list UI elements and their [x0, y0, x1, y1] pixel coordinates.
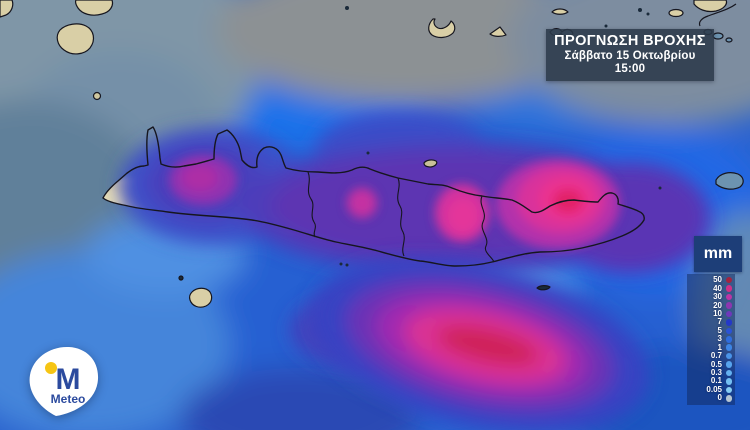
legend-color-dot [725, 276, 732, 284]
legend-value: 7 [717, 317, 722, 327]
islands [0, 0, 744, 308]
logo-sun-icon [45, 362, 57, 374]
legend-entry: 10 [690, 308, 732, 318]
island-top-left [75, 0, 114, 16]
logo-monogram: M [56, 363, 81, 396]
legend-value: 1 [717, 342, 722, 352]
legend-value: 0.5 [710, 359, 722, 369]
logo-brand: Meteo [51, 392, 86, 406]
legend-value: 0.1 [710, 376, 722, 386]
legend-color-dot [725, 395, 732, 402]
legend-rows: 50 40 30 20 10 7 5 3 1 0.7 0.5 0.3 0.1 0.05 0 [690, 276, 732, 403]
legend-value: 0.7 [710, 351, 722, 361]
islet-group-east [551, 8, 569, 15]
legend-color-dot [725, 293, 732, 301]
legend-entry: 20 [690, 301, 732, 309]
island-milos [56, 23, 95, 55]
legend-value: 20 [713, 300, 722, 310]
islet-christiana [92, 91, 102, 101]
legend-value: 40 [713, 283, 722, 293]
island-gavdos [189, 287, 213, 308]
legend-entry: 0.5 [690, 360, 732, 368]
rain-cores-crete [169, 155, 620, 249]
legend-color-dot [725, 302, 732, 309]
meteo-logo: M Meteo [29, 346, 99, 416]
legend-color-dot [725, 378, 732, 385]
legend-value: 10 [713, 308, 722, 318]
forecast-datetime: Σάββατο 15 Οκτωβρίου 15:00 [564, 50, 696, 75]
legend-entry: 40 [690, 284, 732, 292]
legend-entry: 0.3 [690, 369, 732, 377]
legend-scale: 50 40 30 20 10 7 5 3 1 0.7 0.5 0.3 0.1 0.05 0 [687, 274, 735, 405]
islet-dots [339, 6, 662, 267]
island-anafi [489, 26, 507, 37]
legend-entry: 50 [690, 276, 732, 284]
legend-color-dot [725, 327, 732, 335]
legend-value: 0.3 [710, 368, 722, 378]
legend-entry: 3 [690, 335, 732, 343]
legend-unit-label: mm [694, 236, 742, 272]
legend-entry: 0.05 [690, 384, 732, 394]
coast-rhodes [698, 3, 737, 27]
legend-entry: 7 [690, 318, 732, 326]
legend-entry: 0.1 [690, 377, 732, 385]
legend-entry: 30 [690, 293, 732, 301]
legend-value: 0.05 [706, 384, 722, 394]
prefecture-borders [307, 171, 495, 263]
island-kasos [715, 172, 744, 190]
legend-color-dot [725, 336, 732, 343]
legend-color-dot [725, 344, 732, 351]
coastlines [102, 126, 645, 267]
legend-entry: 1 [690, 342, 732, 352]
legend-color-dot [725, 310, 732, 318]
legend-entry: 5 [690, 325, 732, 335]
legend-value: 5 [717, 325, 722, 335]
crete-coastline [102, 126, 645, 267]
legend-color-dot [725, 352, 732, 360]
legend-color-dot [725, 319, 732, 326]
islet-tan-small [668, 8, 684, 18]
legend-value: 50 [713, 275, 722, 285]
islet-gavdopoula [178, 275, 184, 281]
island-dia [423, 159, 438, 168]
forecast-title: ΠΡΟΓΝΩΣΗ ΒΡΟΧΗΣ [554, 33, 706, 49]
legend-entry: 0 [690, 394, 732, 402]
forecast-title-box: ΠΡΟΓΝΩΣΗ ΒΡΟΧΗΣ Σάββατο 15 Οκτωβρίου 15:… [546, 29, 714, 81]
legend-entry: 0.7 [690, 352, 732, 360]
legend-value: 30 [713, 292, 722, 302]
island-santorini [428, 18, 456, 39]
island-top-right [693, 0, 728, 13]
legend-color-dot [725, 386, 732, 394]
island-chrysi [536, 285, 551, 291]
island-corner [0, 0, 14, 18]
legend-value: 3 [717, 334, 722, 344]
legend-color-dot [725, 285, 732, 292]
rain-cell-south [311, 257, 649, 430]
legend-color-dot [725, 369, 732, 377]
legend-value: 0 [717, 393, 722, 403]
legend-color-dot [725, 361, 732, 368]
